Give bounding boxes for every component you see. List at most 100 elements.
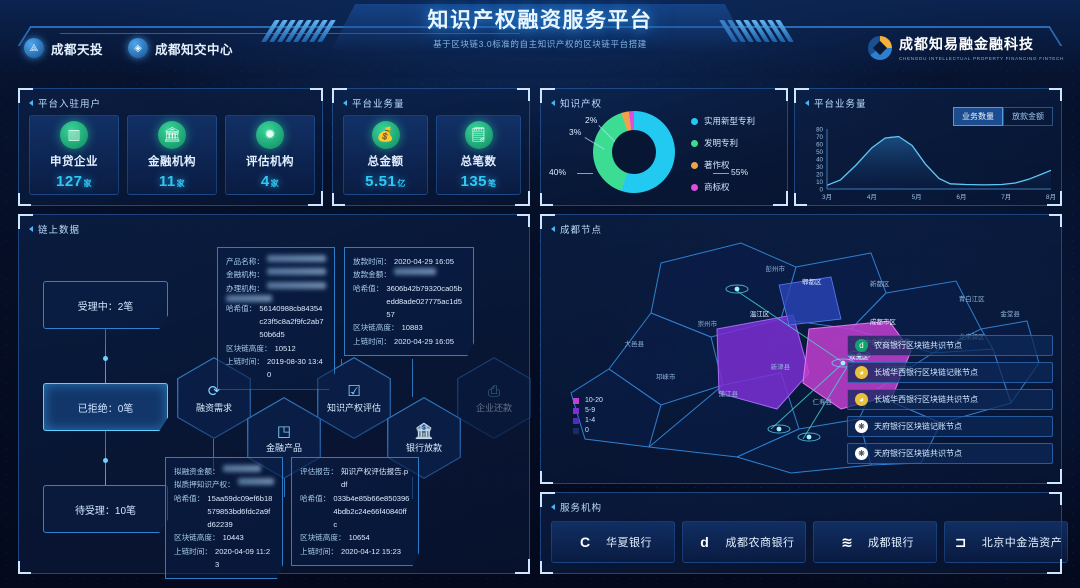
legend-label: 商标权	[704, 182, 730, 192]
ip-donut-legend: 实用新型专利 发明专利著作权商标权	[691, 115, 755, 203]
volume-line-chart[interactable]: 0 10 20 30 40 50 60 70 80 3月 4月 5月 6月 7月 8月	[801, 125, 1057, 203]
org-logo-icon: ⊐	[954, 533, 967, 550]
district-highlight-purple	[716, 314, 810, 410]
redacted-value	[393, 268, 436, 276]
box-icon: ◳	[276, 423, 292, 441]
node-legend-label: 长城华西银行区块链共识节点	[874, 395, 978, 404]
loan-detail-card[interactable]: 放款时间： 2020-04-29 16:05 放款金额： 哈希值： 3606b42b79…	[344, 247, 474, 356]
chain-data-panel: 链上数据 受理中：2笔 已拒绝：0笔 待受理：10笔 ⟳ 融资需求 ◳ 金融产品…	[18, 214, 531, 580]
svg-text:10: 10	[816, 179, 823, 186]
node-legend-item[interactable]: ❋ 天府银行区块链共识节点	[847, 443, 1053, 464]
svg-text:5月: 5月	[912, 193, 922, 201]
node-legend-label: 天府银行区块链记账节点	[874, 422, 962, 431]
zhiyirong-label-cn: 成都知易融金融科技	[898, 36, 1034, 52]
legend-swatch	[691, 117, 698, 125]
legend-item[interactable]: 发明专利	[691, 137, 755, 149]
status-label: 已拒绝：0笔	[77, 403, 134, 415]
stat-card-financial-institution[interactable]: 🏛 金融机构 11家	[127, 115, 217, 195]
legend-item[interactable]: 商标权	[691, 181, 755, 193]
scale-label: 10-20	[585, 397, 603, 404]
logo-zhijiao-center[interactable]: ◈ 成都知交中心	[128, 38, 233, 58]
service-panel-title-wrap: 服务机构	[551, 500, 602, 514]
node-legend-item[interactable]: ◕ 长城华西银行区块链共识节点	[847, 389, 1053, 410]
volume-trend-panel: 平台业务量 业务数量 放款金额 0 10 20 30 40 50 60 70 80 3月 4月 5月 6…	[794, 88, 1062, 206]
detail-key: 区块链高度：	[300, 533, 346, 543]
detail-key: 放款时间：	[353, 257, 391, 266]
service-org-card[interactable]: ≋ 成都银行	[813, 521, 937, 563]
status-box-rejected[interactable]: 已拒绝：0笔	[43, 383, 168, 431]
detail-row: 哈希值： 56140988cb84354c23f5c8a2f9fc2ab750b6…	[226, 302, 326, 342]
node-legend-item[interactable]: d 农商银行区块链共识节点	[847, 335, 1053, 356]
detail-key: 上链时间：	[174, 546, 212, 556]
logo-chengdu-tiantou[interactable]: ⟁ 成都天投	[24, 38, 103, 58]
flow-node-label: 企业还款	[475, 402, 512, 413]
node-legend-item[interactable]: ❋ 天府银行区块链记账节点	[847, 416, 1053, 437]
detail-row: 拟融资金额：	[174, 465, 274, 478]
scale-legend-item: 0	[573, 427, 603, 434]
bank-node-icon: ❋	[855, 447, 868, 460]
service-org-card[interactable]: ⊐ 北京中金浩资产	[944, 521, 1068, 563]
repay-icon: ⎙	[487, 382, 500, 400]
service-org-card[interactable]: C 华夏银行	[551, 521, 675, 563]
status-box-processing[interactable]: 受理中：2笔	[43, 281, 168, 329]
detail-value: 2020-04-29 16:05	[393, 336, 454, 346]
service-orgs-panel: 服务机构 C 华夏银行 d 成都农商银行 ≋ 成都银行 ⊐ 北京中金浩资产	[540, 492, 1068, 574]
logo-zhiyirong[interactable]: 成都知易融金融科技 CHENGDU INTELLECTUAL PROPERTY …	[867, 34, 1064, 61]
stat-value: 127	[55, 172, 83, 190]
redacted-value	[266, 281, 326, 289]
detail-key: 产品名称：	[226, 257, 264, 266]
zhiyirong-mark-icon	[867, 35, 892, 60]
product-detail-card[interactable]: 产品名称： 金融机构： 办理机构： 哈希值： 56140988cb84354c23f5c…	[217, 247, 335, 390]
bullet-icon	[29, 100, 33, 106]
volume-panel-title-wrap: 平台业务量	[805, 96, 867, 110]
detail-row: 上链时间： 2020-04-09 11:23	[174, 545, 274, 572]
bank-node-icon: ❋	[855, 420, 868, 433]
detail-row: 产品名称：	[226, 255, 326, 268]
svg-text:0: 0	[820, 186, 824, 193]
stat-card-total-amount[interactable]: 💰 总金额 5.51亿	[343, 115, 428, 195]
detail-key: 区块链高度：	[353, 323, 399, 333]
financing-detail-card[interactable]: 拟融资金额： 拟质押知识产权： 哈希值： 15aa59dc09ef6b18579853…	[165, 457, 283, 580]
detail-value: 知识产权评估报告.pdf	[340, 467, 409, 490]
node-legend-label: 天府银行区块链共识节点	[874, 449, 962, 458]
detail-value: 3606b42b79320ca05bedd8ade027775ac1d557	[386, 283, 462, 320]
legend-item[interactable]: 实用新型专利	[691, 115, 755, 127]
flow-node-bank-loan[interactable]: 🏦 银行放款	[387, 397, 461, 479]
stat-label: 总金额	[367, 155, 404, 168]
detail-key: 区块链高度：	[174, 533, 220, 543]
service-org-row: C 华夏银行 d 成都农商银行 ≋ 成都银行 ⊐ 北京中金浩资产	[551, 521, 1068, 563]
stat-label: 申贷企业	[50, 155, 98, 168]
report-detail-card[interactable]: 评估报告： 知识产权评估报告.pdf 哈希值： 033b4e85b66e8503964…	[291, 457, 419, 566]
svg-text:80: 80	[816, 126, 823, 133]
org-name: 成都农商银行	[725, 537, 795, 549]
service-org-card[interactable]: d 成都农商银行	[682, 521, 806, 563]
stat-card-appraisal-institution[interactable]: ✹ 评估机构 4家	[225, 115, 315, 195]
detail-value: 2020-04-29 16:05	[393, 257, 454, 266]
status-connector-2	[103, 431, 108, 485]
detail-value: 10883	[401, 323, 423, 333]
status-box-pending[interactable]: 待受理：10笔	[43, 485, 168, 533]
detail-key: 哈希值：	[226, 303, 257, 313]
stat-card-loan-enterprise[interactable]: ▥ 申贷企业 127家	[29, 115, 119, 195]
tab-loan-amount[interactable]: 放款金额	[1003, 107, 1053, 126]
node-legend-item[interactable]: ◕ 长城华西银行区块链记账节点	[847, 362, 1053, 383]
flow-node-label: 银行放款	[405, 443, 442, 454]
detail-value: 56140988cb84354c23f5c8a2f9fc2ab750b6d5	[259, 303, 324, 340]
org-logo-icon: ≋	[841, 533, 853, 550]
flow-node-label: 金融产品	[265, 443, 302, 454]
detail-value: 2020-04-12 15:23	[340, 546, 401, 556]
stat-label: 总笔数	[460, 155, 497, 168]
flow-node-label: 融资需求	[195, 403, 232, 414]
bank-node-icon: ◕	[855, 366, 868, 379]
zhijiao-mark-icon: ◈	[128, 38, 148, 58]
scale-swatch	[573, 407, 579, 414]
tab-business-count[interactable]: 业务数量	[953, 107, 1003, 126]
bank-node-icon: d	[855, 339, 868, 352]
money-bag-icon: 💰	[371, 120, 400, 149]
legend-item[interactable]: 著作权	[691, 159, 755, 171]
detail-value: 033b4e85b66e8503964bdb2c24e66f40840ffc	[333, 493, 410, 530]
donut-pct-label: 55%	[731, 167, 749, 177]
org-name: 成都银行	[868, 537, 914, 549]
stat-card-total-count[interactable]: 🗒 总笔数 135笔	[436, 115, 521, 195]
flow-node-enterprise-repay[interactable]: ⎙ 企业还款	[457, 357, 531, 439]
